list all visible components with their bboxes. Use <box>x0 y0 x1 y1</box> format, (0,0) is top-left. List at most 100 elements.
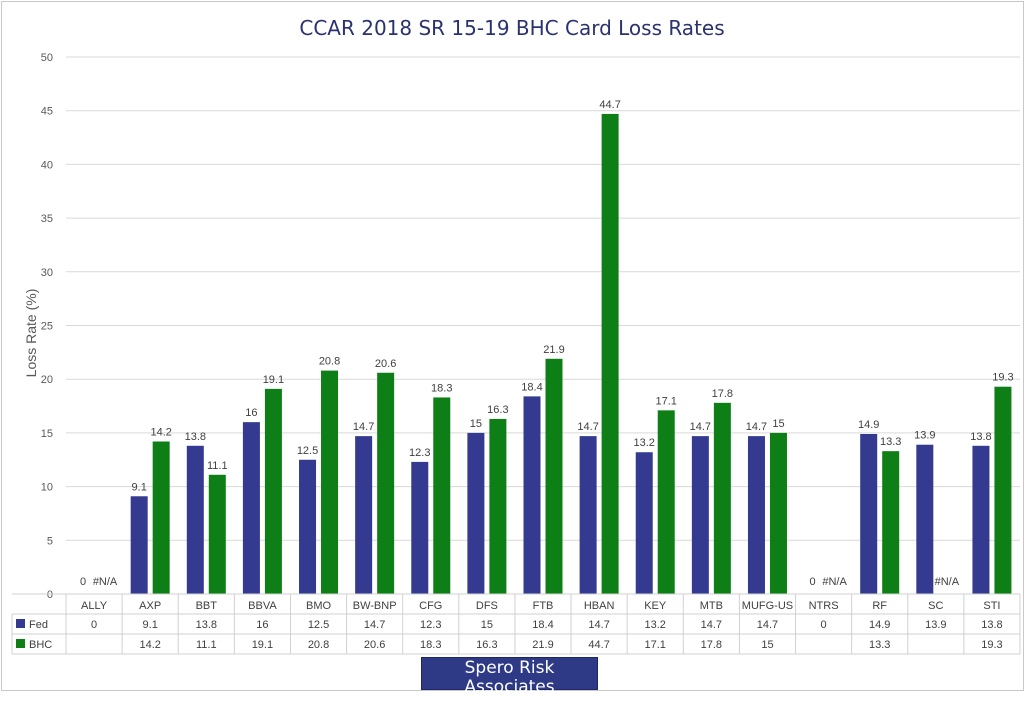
table-cell: 0 <box>91 619 97 631</box>
data-label: 44.7 <box>599 99 620 111</box>
data-label: 16 <box>245 407 257 419</box>
y-tick-label: 10 <box>41 482 53 494</box>
data-label: 14.7 <box>353 421 374 433</box>
y-tick-label: 5 <box>47 535 53 547</box>
bar-fed-rf <box>860 433 878 594</box>
table-cell: 20.8 <box>308 639 329 651</box>
x-tick-label: BBVA <box>248 600 277 612</box>
data-label: 14.7 <box>577 421 598 433</box>
chart-title: CCAR 2018 SR 15-19 BHC Card Loss Rates <box>299 16 724 40</box>
bar-bhc-cfg <box>433 397 451 594</box>
table-cell: 14.2 <box>139 639 160 651</box>
data-label: #N/A <box>935 576 960 588</box>
bar-fed-bbt <box>186 445 204 594</box>
data-label: #N/A <box>93 576 118 588</box>
x-tick-label: ALLY <box>81 600 108 612</box>
bar-bhc-sti <box>994 386 1012 594</box>
table-cell: 13.8 <box>981 619 1002 631</box>
table-cell: 14.7 <box>701 619 722 631</box>
company-logo: Spero Risk Associates Leaders in Risk Ma… <box>421 657 598 704</box>
chart-frame <box>1 1 1024 691</box>
table-cell: 19.1 <box>252 639 273 651</box>
x-tick-label: SC <box>928 600 943 612</box>
x-tick-label: DFS <box>476 600 498 612</box>
y-tick-label: 0 <box>47 589 53 601</box>
y-tick-label: 35 <box>41 213 53 225</box>
data-label: 12.3 <box>409 447 430 459</box>
data-label: 18.3 <box>431 382 452 394</box>
data-label: 13.8 <box>185 431 206 443</box>
bar-bhc-axp <box>152 441 170 594</box>
legend-key-fed <box>16 619 25 628</box>
x-tick-label: BMO <box>306 600 332 612</box>
data-label: 13.3 <box>880 436 901 448</box>
y-axis-ticks: 0 5 10 15 20 25 30 35 40 45 50 <box>41 52 53 601</box>
bar-bhc-mtb <box>713 402 731 594</box>
y-tick-label: 25 <box>41 321 53 333</box>
data-label: 0 <box>810 576 816 588</box>
x-tick-label: MUFG-US <box>742 600 793 612</box>
table-cell: 15 <box>481 619 493 631</box>
bar-fed-mtb <box>691 436 709 594</box>
y-tick-label: 20 <box>41 374 53 386</box>
bar-bhc-bbva <box>264 388 282 594</box>
x-tick-label: KEY <box>644 600 667 612</box>
data-label: 0 <box>80 576 86 588</box>
data-label: 16.3 <box>487 404 508 416</box>
x-tick-label: HBAN <box>584 600 615 612</box>
table-cell: 13.3 <box>869 639 890 651</box>
table-cell: 11.1 <box>196 639 217 651</box>
bar-fed-cfg <box>411 461 429 594</box>
bar-bhc-rf <box>882 451 900 594</box>
x-tick-label: BW-BNP <box>353 600 397 612</box>
bar-bhc-dfs <box>489 418 507 594</box>
x-tick-label: BBT <box>196 600 218 612</box>
x-tick-label: RF <box>872 600 887 612</box>
data-label: 19.1 <box>263 374 284 386</box>
bar-fed-bw-bnp <box>355 436 373 594</box>
data-label: 15 <box>470 418 482 430</box>
bar-fed-bbva <box>242 422 260 594</box>
data-label: 17.8 <box>712 388 733 400</box>
x-tick-label: NTRS <box>809 600 839 612</box>
data-label: #N/A <box>822 576 847 588</box>
y-tick-label: 30 <box>41 267 53 279</box>
bar-fed-sc <box>916 444 934 594</box>
table-cell: 17.8 <box>701 639 722 651</box>
data-label: 21.9 <box>543 344 564 356</box>
data-label: 13.9 <box>914 430 935 442</box>
bar-fed-mufg-us <box>747 436 765 594</box>
data-label: 13.8 <box>970 431 991 443</box>
bar-bhc-ftb <box>545 358 563 594</box>
bar-bhc-bbt <box>208 474 226 594</box>
data-label: 18.4 <box>521 381 542 393</box>
table-cell: 12.3 <box>420 619 441 631</box>
bar-bhc-mufg-us <box>769 432 787 594</box>
bar-bhc-bw-bnp <box>377 372 395 594</box>
data-label: 13.2 <box>634 437 655 449</box>
bar-fed-hban <box>579 436 597 594</box>
x-tick-label: AXP <box>139 600 161 612</box>
table-cell: 13.9 <box>925 619 946 631</box>
y-tick-label: 45 <box>41 106 53 118</box>
table-cell: 21.9 <box>532 639 553 651</box>
data-label: 14.2 <box>150 426 171 438</box>
logo-name: Spero Risk Associates <box>464 658 555 697</box>
legend-label-bhc: BHC <box>29 639 52 651</box>
table-cell: 19.3 <box>981 639 1002 651</box>
table-cell: 14.7 <box>757 619 778 631</box>
table-cell: 16 <box>256 619 268 631</box>
bar-bhc-hban <box>601 113 619 594</box>
table-cell: 14.7 <box>364 619 385 631</box>
bars <box>130 113 1012 594</box>
x-tick-label: FTB <box>533 600 554 612</box>
table-cell: 18.3 <box>420 639 441 651</box>
table-cell: 14.9 <box>869 619 890 631</box>
table-cell: 44.7 <box>588 639 609 651</box>
data-label: 15 <box>772 418 784 430</box>
table-cell: 15 <box>761 639 773 651</box>
y-tick-label: 40 <box>41 159 53 171</box>
y-tick-label: 15 <box>41 428 53 440</box>
bar-fed-axp <box>130 496 148 594</box>
